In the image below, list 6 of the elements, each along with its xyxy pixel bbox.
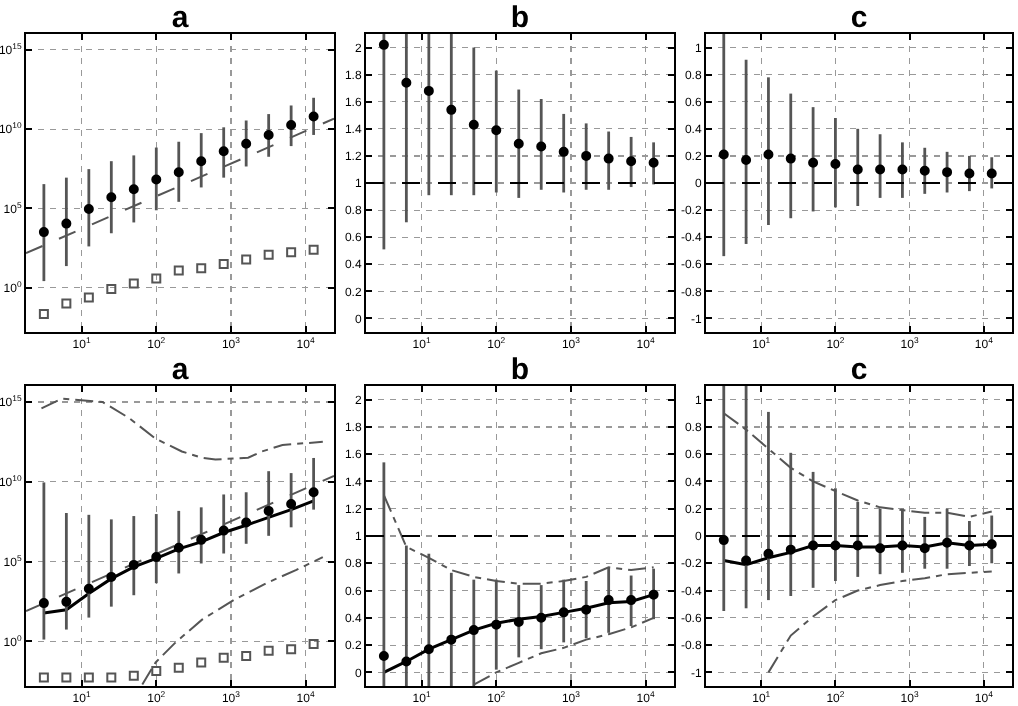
chart-title: a — [171, 0, 190, 35]
chart-title: c — [850, 352, 868, 387]
chart-title: b — [510, 352, 530, 387]
chart-title: a — [171, 352, 190, 387]
chart-title: c — [850, 0, 868, 35]
chart-title: b — [510, 0, 530, 35]
